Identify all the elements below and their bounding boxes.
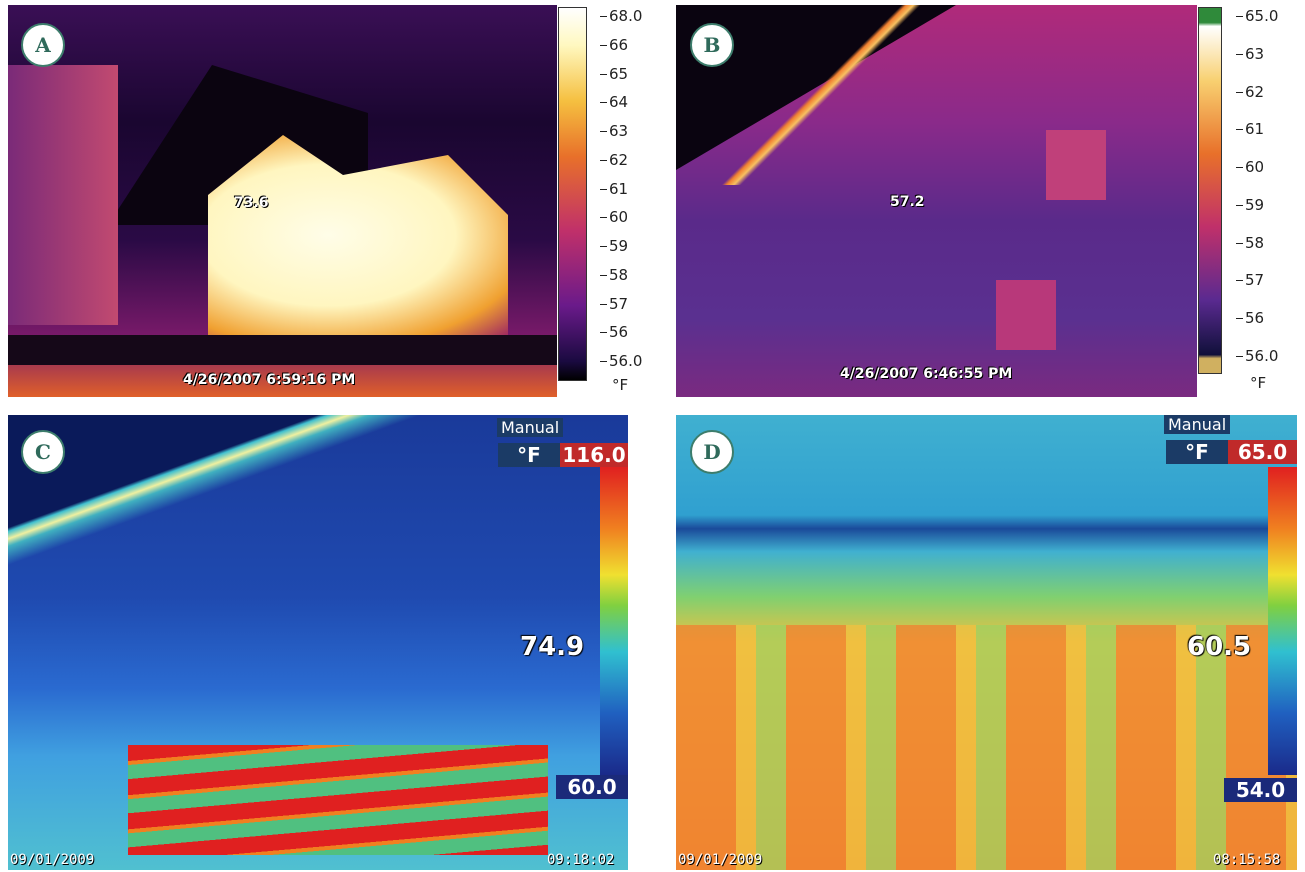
time: 08:15:58 <box>1213 852 1280 868</box>
spot-reading: 57.2 <box>890 194 925 210</box>
scale-tick: 59 <box>1245 196 1264 214</box>
house-left <box>8 65 118 325</box>
lawn <box>8 335 557 365</box>
scale-tick: 57 <box>1245 271 1264 289</box>
max-value: 65.0 <box>1228 440 1297 464</box>
scale-tick: 64 <box>609 93 628 111</box>
spot-reading: 74.9 <box>520 632 584 662</box>
color-scale-a <box>558 7 587 381</box>
scale-tick: 66 <box>609 36 628 54</box>
mode: Manual <box>1164 415 1230 434</box>
scale-tick: 62 <box>609 151 628 169</box>
spot-reading: 73.6 <box>234 195 269 211</box>
max-value: 116.0 <box>560 443 628 467</box>
scale-tick: 56 <box>1245 309 1264 327</box>
scale-tick: 65 <box>609 65 628 83</box>
spot-reading: 60.5 <box>1187 632 1251 662</box>
thermal-image-a <box>8 5 557 397</box>
min-value: 54.0 <box>1224 778 1297 802</box>
scale-tick: 56.0 <box>609 352 642 370</box>
scale-tick: 56.0 <box>1245 347 1278 365</box>
scale-tick: 63 <box>609 122 628 140</box>
roof <box>8 415 628 565</box>
unit: °F <box>1166 440 1228 464</box>
scale-tick: 60 <box>1245 158 1264 176</box>
scale-tick: 56 <box>609 323 628 341</box>
scale-tick: 62 <box>1245 83 1264 101</box>
window <box>1046 130 1106 200</box>
window <box>996 280 1056 350</box>
unit: °F <box>498 443 560 467</box>
scale-tick: 60 <box>609 208 628 226</box>
panel-label: D <box>690 430 734 474</box>
scale-tick: 65.0 <box>1245 7 1278 25</box>
thermal-image-b <box>676 5 1197 397</box>
scale-tick: 63 <box>1245 45 1264 63</box>
timestamp: 4/26/2007 6:59:16 PM <box>183 372 355 388</box>
scale-tick: 58 <box>1245 234 1264 252</box>
page: {"panels": [ {"label": "A", "ticks": ["6… <box>0 0 1305 872</box>
scale-tick: 61 <box>1245 120 1264 138</box>
panel-label: B <box>690 23 734 67</box>
scale-tick: 68.0 <box>609 7 642 25</box>
scale-tick: 59 <box>609 237 628 255</box>
scale-tick: 61 <box>609 180 628 198</box>
date: 09/01/2009 <box>10 852 94 868</box>
mode: Manual <box>497 418 563 437</box>
timestamp: 4/26/2007 6:46:55 PM <box>840 366 1012 382</box>
scale-tick: 57 <box>609 295 628 313</box>
color-scale-b <box>1198 7 1222 374</box>
time: 09:18:02 <box>547 852 614 868</box>
color-scale-c <box>600 467 628 775</box>
warm-panels <box>128 745 548 855</box>
unit: °F <box>612 376 628 394</box>
color-scale-d <box>1268 467 1297 775</box>
date: 09/01/2009 <box>678 852 762 868</box>
panel-label: C <box>21 430 65 474</box>
scale-tick: 58 <box>609 266 628 284</box>
panel-label: A <box>21 23 65 67</box>
min-value: 60.0 <box>556 775 628 799</box>
unit: °F <box>1250 374 1266 392</box>
